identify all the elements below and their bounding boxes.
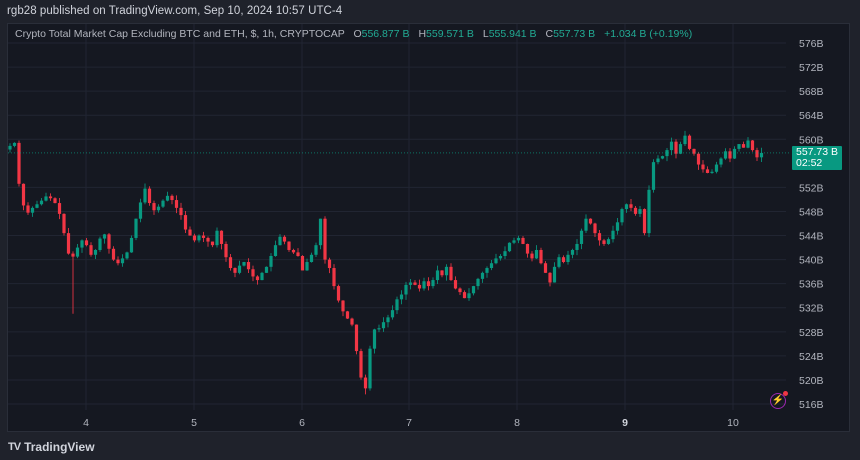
price-tick: 548B <box>799 206 824 218</box>
tradingview-brand[interactable]: TV TradingView <box>8 440 95 454</box>
time-tick: 8 <box>514 417 520 429</box>
notification-dot <box>783 391 788 396</box>
candles <box>8 130 764 395</box>
price-tick: 540B <box>799 255 824 267</box>
change-value: +1.034 B (+0.19%) <box>604 28 693 40</box>
price-tick: 524B <box>799 351 824 363</box>
price-axis[interactable]: 576B 572B 568B 564B 560B 552B 548B 544B 540B 536B… <box>799 38 824 411</box>
bolt-glyph: ⚡ <box>771 395 785 406</box>
price-tick: 532B <box>799 303 824 315</box>
lightning-icon[interactable]: ⚡ <box>770 391 788 409</box>
time-tick: 10 <box>727 417 739 429</box>
tradingview-logo-icon: TV <box>8 441 21 453</box>
bar-countdown: 02:52 <box>796 157 823 169</box>
price-tick: 576B <box>799 38 824 50</box>
last-price-value: 557.73 B <box>796 146 839 158</box>
price-tick: 536B <box>799 279 824 291</box>
price-tick: 520B <box>799 375 824 387</box>
time-tick: 7 <box>406 417 412 429</box>
low-label: L <box>482 28 489 40</box>
price-tick: 560B <box>799 134 824 146</box>
close-label: C <box>545 28 554 40</box>
price-tick: 572B <box>799 62 824 74</box>
time-tick: 6 <box>299 417 305 429</box>
open-value: 556.877 B <box>361 28 410 40</box>
time-tick: 4 <box>83 417 89 429</box>
price-tick: 544B <box>799 231 824 243</box>
price-tick: 552B <box>799 182 824 194</box>
grid-lines <box>8 24 786 410</box>
open-label: O <box>353 28 362 40</box>
last-price-tag: 557.73 B 02:52 <box>792 146 842 170</box>
brand-name: TradingView <box>24 440 95 454</box>
price-tick: 516B <box>799 399 824 411</box>
symbol-title: Crypto Total Market Cap Excluding BTC an… <box>15 28 345 40</box>
price-tick: 568B <box>799 86 824 98</box>
price-tick: 528B <box>799 327 824 339</box>
symbol-legend: Crypto Total Market Cap Excluding BTC an… <box>15 28 692 40</box>
publish-info: rgb28 published on TradingView.com, Sep … <box>7 5 343 17</box>
time-tick: 5 <box>191 417 197 429</box>
time-axis[interactable]: 4 5 6 7 8 9 10 <box>83 417 739 429</box>
low-value: 555.941 B <box>488 28 537 40</box>
price-tick: 564B <box>799 110 824 122</box>
time-tick: 9 <box>622 417 628 429</box>
high-value: 559.571 B <box>426 28 474 40</box>
high-label: H <box>418 28 427 40</box>
close-value: 557.73 B <box>553 28 596 40</box>
